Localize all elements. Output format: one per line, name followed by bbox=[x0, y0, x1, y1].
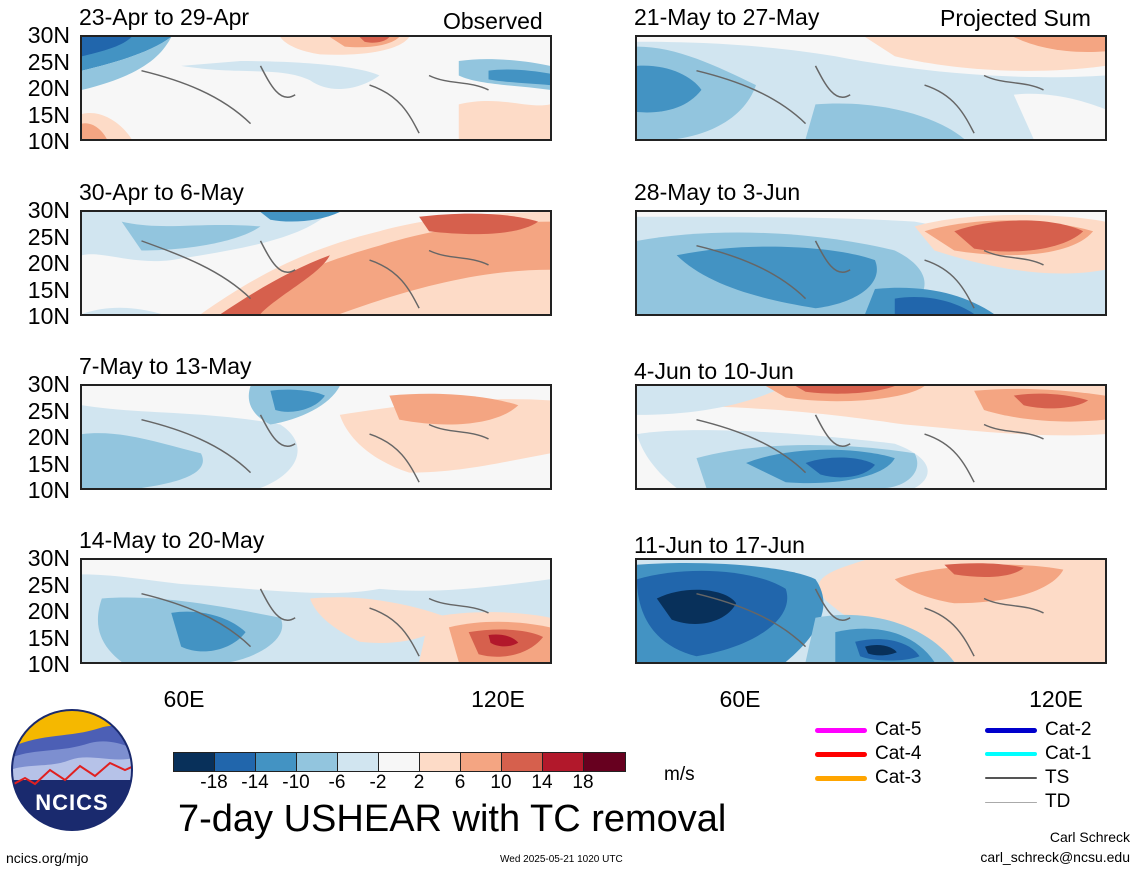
legend-line bbox=[985, 777, 1037, 779]
legend-label: Cat-5 bbox=[875, 719, 922, 740]
legend-item-cat-2: Cat-2 bbox=[985, 719, 1091, 741]
main-title: 7-day USHEAR with TC removal bbox=[178, 798, 727, 840]
footer-email: carl_schreck@ncsu.edu bbox=[980, 849, 1130, 865]
colorbar-swatch bbox=[502, 753, 543, 771]
map-right-4 bbox=[635, 558, 1107, 664]
colorbar-swatch bbox=[584, 753, 625, 771]
colorbar-swatch bbox=[379, 753, 420, 771]
legend-label: TS bbox=[1045, 767, 1070, 788]
legend-line bbox=[815, 751, 867, 757]
colorbar-tick-label: 14 bbox=[531, 772, 553, 793]
lat-label-row2-15n: 15N bbox=[27, 276, 70, 303]
map-left-3 bbox=[80, 384, 552, 490]
colorbar-tick-label: -2 bbox=[369, 772, 387, 793]
colorbar-swatch bbox=[543, 753, 584, 771]
panel-title-left-2: 30-Apr to 6-May bbox=[79, 179, 244, 205]
lon-label-60e-left: 60E bbox=[163, 686, 205, 712]
map-right-1 bbox=[635, 35, 1107, 141]
colorbar-tick-label: 18 bbox=[572, 772, 594, 793]
map-left-1 bbox=[80, 35, 552, 141]
colorbar-swatch bbox=[256, 753, 297, 771]
lat-label-row1-20n: 20N bbox=[27, 75, 70, 101]
colorbar-swatch bbox=[215, 753, 256, 771]
colorbar-swatch bbox=[338, 753, 379, 771]
legend-line bbox=[815, 775, 867, 781]
map-right-3 bbox=[635, 384, 1107, 490]
lat-label-row1-15n: 15N bbox=[27, 101, 70, 128]
observed-label: Observed bbox=[443, 8, 543, 34]
colorbar-tick-label: -18 bbox=[200, 772, 228, 793]
map-left-2 bbox=[80, 210, 552, 316]
lat-label-row4-30n: 30N bbox=[27, 545, 70, 571]
lon-label-120e-right: 120E bbox=[1029, 686, 1083, 712]
legend-label: Cat-2 bbox=[1045, 719, 1092, 740]
colorbar-tick-label: -14 bbox=[241, 772, 269, 793]
legend-line bbox=[985, 801, 1037, 803]
colorbar-swatch bbox=[174, 753, 215, 771]
legend-item-cat-5: Cat-5 bbox=[815, 719, 921, 741]
map-right-2 bbox=[635, 210, 1107, 316]
lat-label-row4-25n: 25N bbox=[27, 571, 70, 598]
footer-author: Carl Schreck bbox=[1049, 829, 1130, 845]
colorbar-tick-label: 10 bbox=[490, 772, 512, 793]
panel-title-right-4: 11-Jun to 17-Jun bbox=[634, 532, 805, 558]
panel-title-left-4: 14-May to 20-May bbox=[79, 527, 265, 553]
lat-label-row3-10n: 10N bbox=[27, 477, 70, 503]
lat-label-row1-30n: 30N bbox=[27, 22, 70, 48]
colorbar-tick-label: 2 bbox=[413, 772, 425, 793]
legend-line bbox=[985, 752, 1037, 756]
panel-title-right-3: 4-Jun to 10-Jun bbox=[634, 358, 794, 384]
lon-label-60e-right: 60E bbox=[719, 686, 761, 712]
lat-label-row2-20n: 20N bbox=[27, 250, 70, 276]
ncics-logo: NCICS bbox=[10, 708, 134, 832]
colorbar-tick-label: -6 bbox=[328, 772, 346, 793]
map-left-4 bbox=[80, 558, 552, 664]
legend-label: Cat-3 bbox=[875, 767, 922, 788]
lat-label-row1-25n: 25N bbox=[27, 48, 70, 75]
legend-item-cat-4: Cat-4 bbox=[815, 743, 921, 765]
footer-url: ncics.org/mjo bbox=[6, 850, 89, 866]
lat-label-row2-25n: 25N bbox=[27, 223, 70, 250]
colorbar-tick-label: 6 bbox=[454, 772, 466, 793]
panel-title-left-1: 23-Apr to 29-Apr bbox=[79, 4, 250, 30]
colorbar-swatch bbox=[461, 753, 502, 771]
lat-label-row3-25n: 25N bbox=[27, 397, 70, 424]
legend-label: Cat-1 bbox=[1045, 743, 1092, 764]
legend-item-td: TD bbox=[985, 791, 1070, 813]
legend-item-cat-1: Cat-1 bbox=[985, 743, 1091, 765]
lat-label-row1-10n: 10N bbox=[27, 128, 70, 154]
panel-title-right-1: 21-May to 27-May bbox=[634, 4, 820, 30]
colorbar-tick-label: -10 bbox=[282, 772, 310, 793]
colorbar-unit: m/s bbox=[664, 764, 695, 785]
lat-label-row3-30n: 30N bbox=[27, 371, 70, 397]
lon-label-120e-left: 120E bbox=[471, 686, 525, 712]
footer-timestamp: Wed 2025-05-21 1020 UTC bbox=[500, 854, 623, 865]
legend-item-ts: TS bbox=[985, 767, 1069, 789]
legend-line bbox=[985, 727, 1037, 733]
panel-title-left-3: 7-May to 13-May bbox=[79, 353, 252, 379]
lat-label-row4-15n: 15N bbox=[27, 624, 70, 651]
legend-item-cat-3: Cat-3 bbox=[815, 767, 921, 789]
lat-label-row2-30n: 30N bbox=[27, 197, 70, 223]
colorbar-swatch bbox=[297, 753, 338, 771]
lat-label-row2-10n: 10N bbox=[27, 303, 70, 329]
ncics-logo-text: NCICS bbox=[35, 790, 109, 815]
legend-line bbox=[815, 727, 867, 733]
lat-label-row4-20n: 20N bbox=[27, 598, 70, 624]
colorbar bbox=[173, 752, 626, 772]
lat-label-row3-20n: 20N bbox=[27, 424, 70, 450]
legend-label: Cat-4 bbox=[875, 743, 922, 764]
panel-title-right-2: 28-May to 3-Jun bbox=[634, 179, 801, 205]
legend-label: TD bbox=[1045, 791, 1071, 812]
lat-label-row3-15n: 15N bbox=[27, 450, 70, 477]
projected-sum-label: Projected Sum bbox=[940, 5, 1091, 31]
lat-label-row4-10n: 10N bbox=[27, 651, 70, 677]
colorbar-swatch bbox=[420, 753, 461, 771]
